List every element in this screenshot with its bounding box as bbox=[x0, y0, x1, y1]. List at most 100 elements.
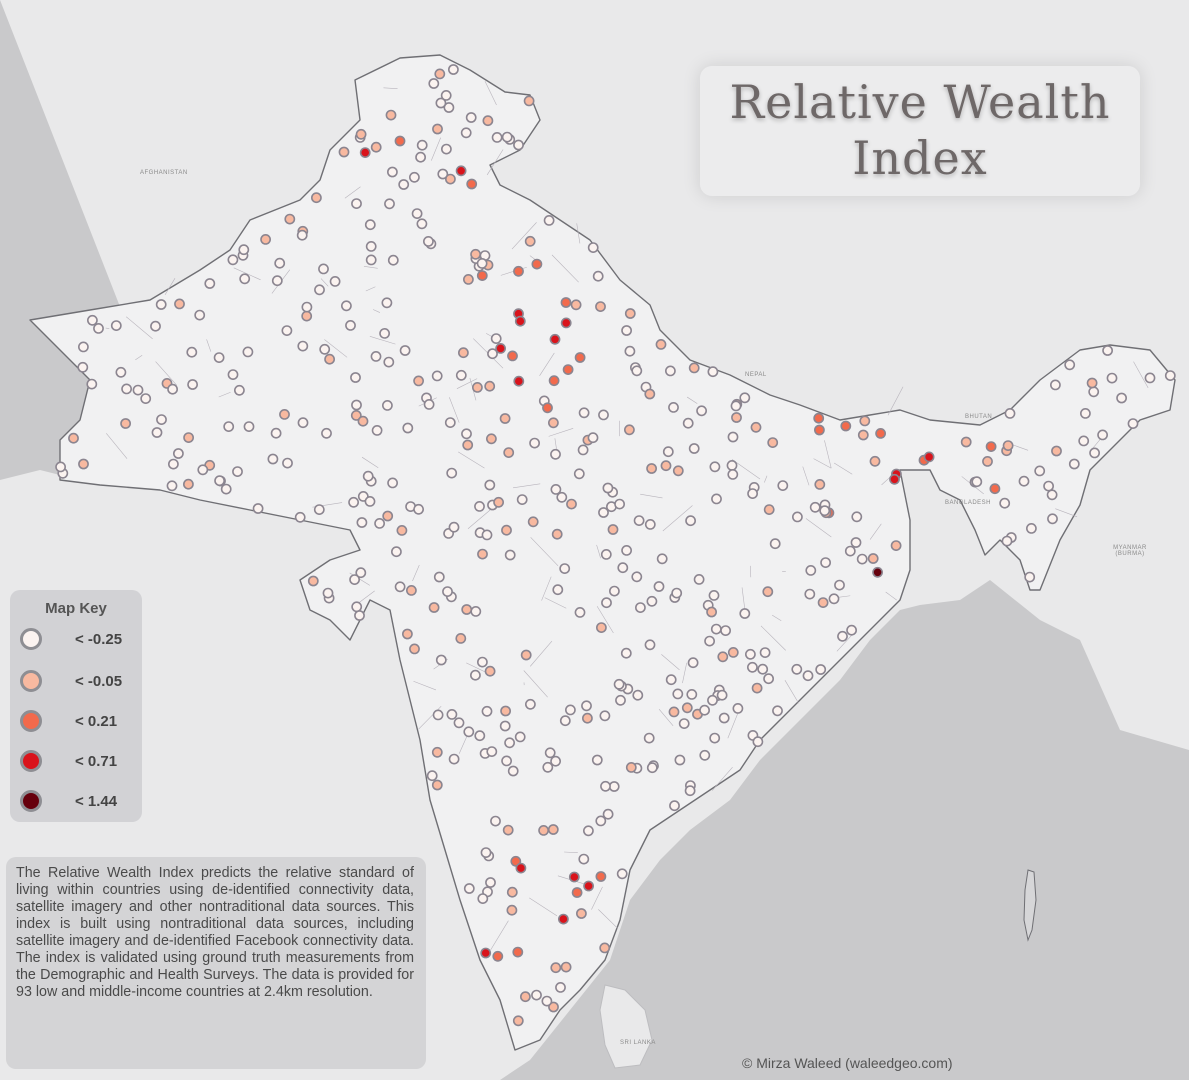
wealth-point bbox=[560, 297, 572, 308]
district-border bbox=[869, 523, 882, 540]
legend-swatch-2 bbox=[20, 710, 42, 732]
wealth-point bbox=[512, 1015, 524, 1027]
wealth-point bbox=[238, 244, 250, 256]
wealth-point bbox=[387, 254, 399, 266]
wealth-point bbox=[434, 68, 446, 80]
district-border bbox=[155, 361, 178, 386]
wealth-point bbox=[423, 398, 435, 410]
wealth-point bbox=[720, 625, 731, 636]
wealth-point bbox=[646, 595, 658, 607]
wealth-point bbox=[68, 432, 79, 444]
wealth-point bbox=[387, 477, 398, 489]
wealth-point bbox=[672, 688, 684, 700]
wealth-point bbox=[846, 624, 857, 636]
district-border bbox=[106, 433, 128, 459]
wealth-point bbox=[227, 369, 239, 380]
wealth-point bbox=[355, 128, 367, 140]
wealth-point bbox=[463, 726, 475, 738]
wealth-point bbox=[182, 478, 194, 490]
wealth-point bbox=[538, 825, 549, 836]
district-border bbox=[548, 428, 574, 437]
wealth-point bbox=[614, 498, 625, 510]
wealth-point bbox=[318, 263, 329, 275]
wealth-point bbox=[329, 275, 341, 287]
wealth-point bbox=[284, 213, 296, 225]
wealth-point bbox=[150, 320, 161, 332]
legend-item: < -0.05 bbox=[20, 670, 140, 700]
wealth-point bbox=[550, 448, 561, 460]
wealth-point bbox=[55, 461, 66, 473]
district-border bbox=[576, 223, 581, 244]
wealth-point bbox=[394, 135, 406, 147]
wealth-point bbox=[851, 511, 863, 523]
wealth-point bbox=[524, 235, 536, 247]
wealth-point bbox=[297, 340, 309, 352]
wealth-point bbox=[444, 417, 456, 428]
legend-item: < 1.44 bbox=[20, 790, 140, 820]
wealth-point bbox=[294, 511, 306, 523]
wealth-point bbox=[693, 574, 705, 585]
wealth-point bbox=[428, 602, 440, 613]
wealth-point bbox=[710, 623, 722, 635]
wealth-point bbox=[717, 651, 729, 663]
wealth-point bbox=[678, 718, 690, 729]
wealth-point bbox=[501, 755, 512, 767]
wealth-point bbox=[687, 657, 699, 669]
wealth-point bbox=[428, 78, 440, 89]
wealth-point bbox=[643, 732, 655, 744]
wealth-point bbox=[463, 883, 475, 894]
wealth-point bbox=[513, 265, 524, 277]
wealth-point bbox=[227, 254, 239, 266]
wealth-point bbox=[279, 408, 290, 420]
wealth-point bbox=[301, 301, 313, 313]
district-border bbox=[1055, 508, 1078, 518]
wealth-point bbox=[446, 709, 458, 720]
legend-label: < 0.71 bbox=[75, 753, 118, 770]
wealth-point bbox=[242, 346, 254, 358]
wealth-point bbox=[396, 525, 408, 536]
wealth-point bbox=[435, 97, 447, 109]
wealth-point bbox=[716, 689, 728, 701]
wealth-point bbox=[1068, 458, 1080, 470]
wealth-point bbox=[631, 365, 643, 377]
wealth-point bbox=[461, 428, 472, 440]
district-border bbox=[135, 355, 143, 361]
wealth-point bbox=[433, 571, 445, 583]
wealth-point bbox=[503, 447, 515, 458]
legend-item: < 0.21 bbox=[20, 710, 140, 740]
district-border bbox=[539, 352, 555, 376]
wealth-point bbox=[490, 815, 501, 827]
wealth-point bbox=[282, 457, 293, 469]
wealth-point bbox=[322, 587, 334, 599]
wealth-point bbox=[688, 443, 700, 454]
wealth-point bbox=[340, 300, 352, 312]
wealth-point bbox=[357, 415, 369, 427]
wealth-point bbox=[674, 754, 686, 766]
wealth-point bbox=[166, 480, 178, 492]
wealth-point bbox=[792, 511, 803, 523]
wealth-point bbox=[1004, 407, 1016, 419]
wealth-point bbox=[1116, 392, 1127, 404]
label-afghanistan: AFGHANISTAN bbox=[140, 170, 188, 176]
wealth-point bbox=[767, 437, 779, 448]
wealth-point bbox=[889, 473, 900, 485]
district-border bbox=[640, 493, 663, 499]
wealth-point bbox=[752, 736, 764, 748]
district-border bbox=[727, 710, 740, 739]
map-title-line2: Index bbox=[852, 131, 988, 185]
district-border bbox=[490, 920, 509, 951]
wealth-point bbox=[504, 737, 515, 749]
district-border bbox=[356, 590, 375, 605]
wealth-point bbox=[381, 297, 393, 309]
wealth-point bbox=[477, 893, 489, 904]
district-border bbox=[658, 708, 674, 726]
wealth-point bbox=[607, 524, 619, 535]
wealth-point bbox=[624, 308, 636, 319]
wealth-point bbox=[399, 345, 411, 356]
wealth-point bbox=[415, 151, 426, 163]
district-border bbox=[344, 186, 361, 199]
district-border bbox=[105, 327, 110, 329]
wealth-point bbox=[413, 375, 424, 387]
wealth-point bbox=[140, 393, 152, 404]
wealth-point bbox=[527, 516, 539, 528]
